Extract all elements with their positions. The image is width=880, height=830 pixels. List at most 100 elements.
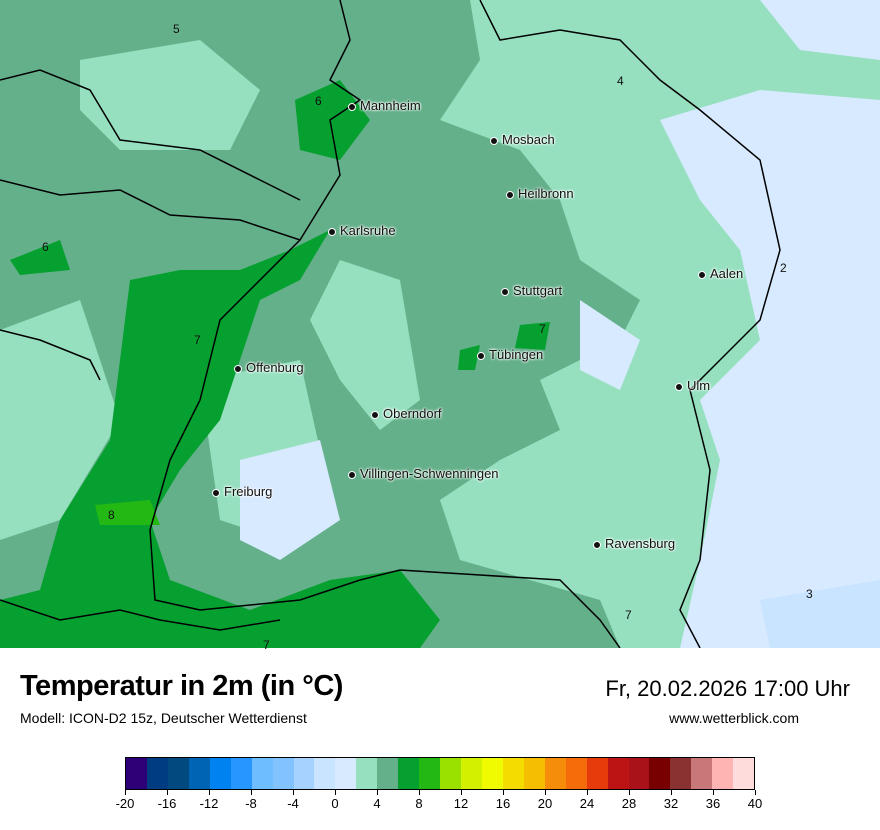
city-villingen-schwenningen: Villingen-Schwenningen [348, 466, 499, 481]
city-karlsruhe: Karlsruhe [328, 223, 396, 238]
city-dot [328, 227, 336, 236]
legend-swatch [230, 758, 252, 789]
borders [0, 0, 781, 648]
legend-tick [587, 790, 588, 795]
legend-swatch [419, 758, 441, 789]
legend-swatch [126, 758, 147, 789]
legend-tick-label: 4 [373, 796, 381, 811]
legend-swatch [461, 758, 482, 789]
city-dot [698, 270, 706, 279]
city-oberndorf: Oberndorf [371, 406, 442, 421]
legend-tick [419, 790, 420, 795]
legend-tick [209, 790, 210, 795]
contour-label: 6 [315, 94, 322, 108]
legend-swatch [607, 758, 629, 789]
legend-tick-label: -8 [245, 796, 257, 811]
city-dot [348, 102, 356, 111]
legend-tick-label: 8 [415, 796, 423, 811]
legend-swatch [649, 758, 671, 789]
map-title: Temperatur in 2m (in °C) [20, 670, 343, 702]
city-dot [506, 190, 514, 199]
legend-tick-label: 32 [663, 796, 679, 811]
legend-tick [293, 790, 294, 795]
city-ulm: Ulm [675, 378, 710, 393]
legend-swatch [146, 758, 168, 789]
legend-swatch [523, 758, 545, 789]
legend-swatch [565, 758, 587, 789]
legend-swatch [440, 758, 461, 789]
temp-zone-2-4 [0, 40, 420, 540]
legend-tick-label: -12 [199, 796, 219, 811]
legend-swatch [544, 758, 566, 789]
city-dot [371, 410, 379, 419]
legend-swatch [586, 758, 608, 789]
contour-label: 8 [108, 508, 115, 522]
legend-tick-label: 16 [495, 796, 511, 811]
legend-tick [125, 790, 126, 795]
legend-tick-label: -20 [115, 796, 135, 811]
city-mannheim: Mannheim [348, 98, 421, 113]
legend-swatch [209, 758, 231, 789]
contour-label: 5 [173, 22, 180, 36]
legend-tick [335, 790, 336, 795]
legend-swatch [335, 758, 357, 789]
legend-swatch [188, 758, 210, 789]
forecast-datetime: Fr, 20.02.2026 17:00 Uhr [605, 676, 850, 701]
legend-tick [167, 790, 168, 795]
contour-label: 7 [263, 638, 270, 652]
legend-swatch [377, 758, 399, 789]
color-legend [125, 757, 755, 790]
city-tuebingen: Tübingen [477, 347, 543, 362]
legend-swatch [628, 758, 650, 789]
temp-zone-0-2 [240, 0, 880, 648]
legend-ticks: -20 -16 -12 -8 -4 0 4 8 12 16 20 24 28 32 36 40 [116, 790, 762, 820]
city-dot [501, 287, 509, 296]
legend-swatch [398, 758, 420, 789]
legend-tick [671, 790, 672, 795]
city-freiburg: Freiburg [212, 484, 272, 499]
legend-tick-label: -16 [157, 796, 177, 811]
legend-swatch [691, 758, 713, 789]
legend-swatch [712, 758, 734, 789]
city-dot [477, 351, 485, 360]
legend-swatch [670, 758, 692, 789]
legend-tick-label: 20 [537, 796, 553, 811]
contour-label: 7 [194, 333, 201, 347]
temperature-map [0, 0, 880, 648]
temp-zone-0-2-dark [760, 580, 880, 648]
website-link[interactable]: www.wetterblick.com [669, 710, 799, 726]
city-dot [212, 488, 220, 497]
contour-label: 6 [42, 240, 49, 254]
legend-swatch [314, 758, 336, 789]
legend-tick [713, 790, 714, 795]
legend-tick-label: 36 [705, 796, 721, 811]
legend-tick-label: -4 [287, 796, 299, 811]
legend-tick-label: 28 [621, 796, 637, 811]
legend-swatch [481, 758, 503, 789]
city-mosbach: Mosbach [490, 132, 555, 147]
city-dot [490, 136, 498, 145]
city-dot [234, 364, 242, 373]
legend-swatch [167, 758, 189, 789]
legend-tick [461, 790, 462, 795]
contour-label: 7 [539, 322, 546, 336]
legend-swatch [733, 758, 755, 789]
city-dot [348, 470, 356, 479]
contour-label: 2 [780, 261, 787, 275]
legend-tick-label: 24 [579, 796, 595, 811]
city-heilbronn: Heilbronn [506, 186, 574, 201]
city-offenburg: Offenburg [234, 360, 304, 375]
city-dot [593, 540, 601, 549]
contour-label: 4 [617, 74, 624, 88]
legend-swatch [293, 758, 315, 789]
legend-swatch [251, 758, 273, 789]
city-dot [675, 382, 683, 391]
legend-tick-label: 12 [453, 796, 469, 811]
legend-swatch [272, 758, 294, 789]
city-stuttgart: Stuttgart [501, 283, 562, 298]
legend-swatch [502, 758, 524, 789]
contour-label: 3 [806, 587, 813, 601]
contour-label: 7 [625, 608, 632, 622]
legend-tick [545, 790, 546, 795]
legend-swatch [356, 758, 378, 789]
